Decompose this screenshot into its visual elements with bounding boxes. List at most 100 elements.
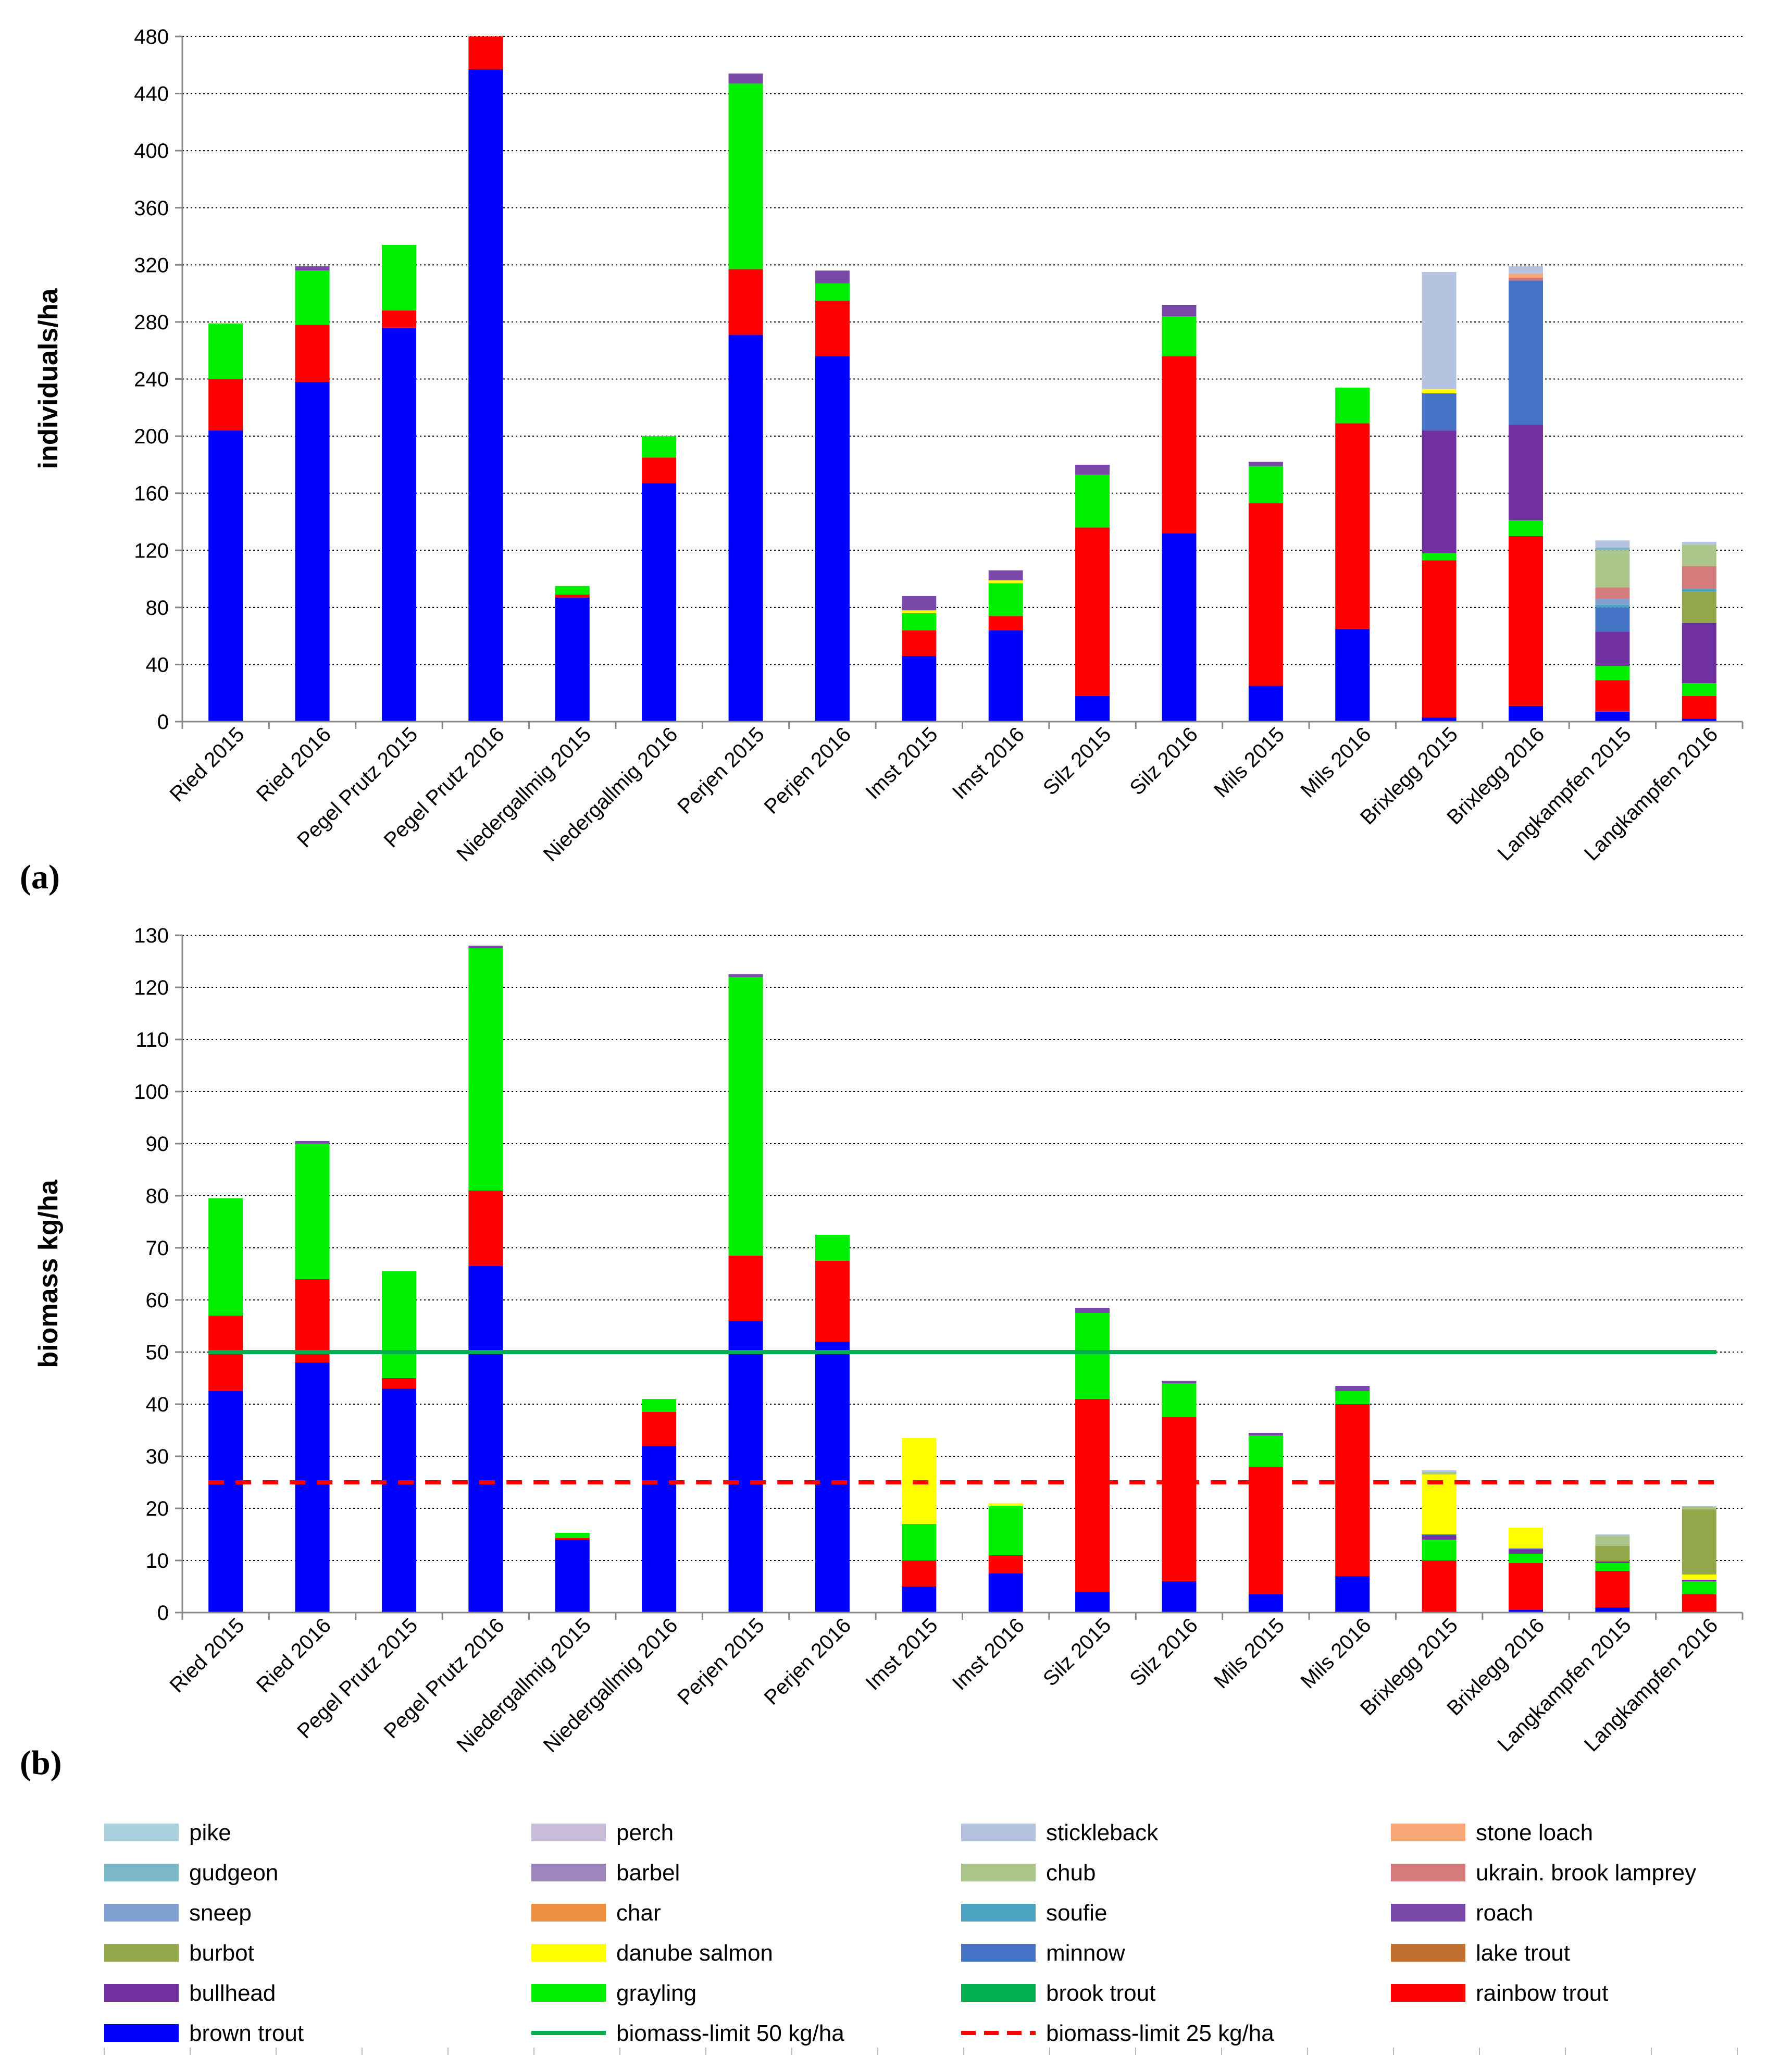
legend-swatch-perch (531, 1824, 606, 1841)
bar-segment-danube-salmon (1682, 1575, 1716, 1580)
bar-segment-brown-trout (381, 327, 416, 722)
legend-label: roach (1476, 1900, 1533, 1926)
bar-segment-rainbow-trout (1162, 1417, 1197, 1581)
bar-segment-grayling (1595, 1563, 1630, 1571)
bar-segment-brown-trout (815, 1342, 850, 1613)
chart-legend: pike perch stickleback stone loach gudgeon ba… (104, 1820, 1738, 2055)
legend-label: pike (189, 1820, 231, 1845)
bar-segment-rainbow-trout (728, 269, 763, 335)
y-tick-label: 440 (134, 83, 169, 106)
bar-segment-rainbow-trout (295, 325, 330, 382)
legend-swatch-danube-salmon (531, 1944, 606, 1962)
bar-segment-rainbow-trout (1682, 696, 1716, 719)
bar-segment-stickleback (1422, 1470, 1457, 1472)
bar-segment-chub (1682, 1507, 1716, 1509)
bar-segment-rainbow-trout (1075, 527, 1110, 696)
y-axis-label: individuals/ha (33, 288, 64, 469)
y-tick-label: 50 (146, 1341, 169, 1364)
bar-segment-soufie (1682, 589, 1716, 592)
legend-swatch-roach (1391, 1904, 1465, 1922)
legend-label: rainbow trout (1476, 1980, 1608, 2006)
y-tick-label: 110 (135, 1028, 169, 1051)
bar-segment-roach (1162, 1381, 1197, 1383)
bar-segment-brown-trout (1075, 1592, 1110, 1613)
bar-segment-brown-trout (988, 1573, 1023, 1613)
bar-segment-roach (1075, 464, 1110, 475)
bar-segment-rainbow-trout (642, 457, 677, 484)
bar-segment-minnow (1422, 393, 1457, 431)
bar-segment-grayling (1509, 520, 1544, 536)
bar-segment-chub (1595, 550, 1630, 588)
legend-swatch-pike (104, 1824, 179, 1841)
bar-segment-roach (468, 946, 503, 948)
legend-swatch-ukrain-brook-lamprey (1391, 1864, 1465, 1881)
legend-swatch-barbel (531, 1864, 606, 1881)
bar-segment-rainbow-trout (1162, 356, 1197, 534)
legend-swatch-rainbow-trout (1391, 1984, 1465, 2002)
bar-segment-grayling (815, 1235, 850, 1261)
legend-label: stone loach (1476, 1820, 1593, 1845)
bar-segment-grayling (295, 1144, 330, 1279)
legend-swatch-char (531, 1904, 606, 1922)
bar-segment-rainbow-trout (1335, 1404, 1370, 1576)
bar-segment-brown-trout (728, 334, 763, 722)
legend-label: minnow (1046, 1940, 1125, 1966)
legend-swatch-bullhead (104, 1984, 179, 2002)
bar-segment-roach (988, 570, 1023, 580)
bar-segment-roach (815, 270, 850, 283)
bar-segment-grayling (1075, 475, 1110, 528)
bar-segment-rainbow-trout (1682, 1594, 1716, 1613)
bar-segment-sneep (1595, 599, 1630, 605)
bar-segment-rainbow-trout (988, 616, 1023, 630)
bar-segment-danube-salmon (988, 1503, 1023, 1506)
y-tick-label: 160 (134, 482, 169, 505)
bar-segment-stickleback (1595, 540, 1630, 548)
bar-segment-soufie (1595, 604, 1630, 608)
bar-segment-bullhead (1682, 623, 1716, 684)
legend-swatch-sneep (104, 1904, 179, 1922)
bar-segment-brown-trout (1422, 717, 1457, 722)
bar-segment-rainbow-trout (988, 1555, 1023, 1573)
bar-segment-minnow (1422, 1534, 1457, 1535)
bar-segment-roach (1162, 305, 1197, 316)
bar-segment-danube-salmon (1422, 1474, 1457, 1534)
y-tick-label: 20 (146, 1497, 169, 1520)
legend-label: grayling (616, 1980, 696, 2006)
legend-label: barbel (616, 1860, 680, 1886)
y-tick-label: 120 (134, 539, 169, 562)
bar-segment-rainbow-trout (555, 594, 590, 598)
bar-segment-grayling (381, 244, 416, 311)
bar-segment-brown-trout (295, 1362, 330, 1613)
bar-segment-roach (295, 1141, 330, 1144)
legend-label: gudgeon (189, 1860, 278, 1886)
bar-segment-bullhead (1509, 1550, 1544, 1554)
bar-segment-grayling (555, 586, 590, 595)
y-tick-label: 100 (134, 1081, 169, 1104)
bar-segment-brown-trout (555, 1540, 590, 1613)
legend-label: stickleback (1046, 1820, 1159, 1845)
legend-label: brown trout (189, 2021, 304, 2046)
bar-segment-brown-trout (1682, 718, 1716, 722)
bar-segment-brown-trout (468, 1266, 503, 1613)
bar-segment-grayling (902, 613, 937, 630)
bar-segment-gudgeon (1595, 547, 1630, 551)
legend-label: bullhead (189, 1980, 276, 2006)
bar-segment-rainbow-trout (468, 36, 503, 70)
bar-segment-grayling (1162, 316, 1197, 356)
legend-label: sneep (189, 1900, 252, 1926)
bar-segment-brown-trout (468, 69, 503, 722)
legend-swatch-lake-trout (1391, 1944, 1465, 1962)
y-tick-label: 80 (146, 597, 169, 619)
bar-segment-bullhead (1509, 425, 1544, 521)
bar-segment-rainbow-trout (1248, 1467, 1283, 1594)
y-tick-label: 30 (146, 1445, 169, 1468)
legend-label: chub (1046, 1860, 1096, 1886)
bar-segment-brown-trout (1248, 686, 1283, 722)
bar-segment-minnow (1595, 607, 1630, 632)
y-tick-label: 0 (157, 1602, 169, 1625)
legend-label: burbot (189, 1940, 254, 1966)
bar-segment-brown-trout (988, 630, 1023, 722)
bar-segment-bullhead (1682, 1580, 1716, 1581)
panel-label: (a) (20, 858, 60, 896)
bar-segment-brown-trout (902, 1587, 937, 1613)
